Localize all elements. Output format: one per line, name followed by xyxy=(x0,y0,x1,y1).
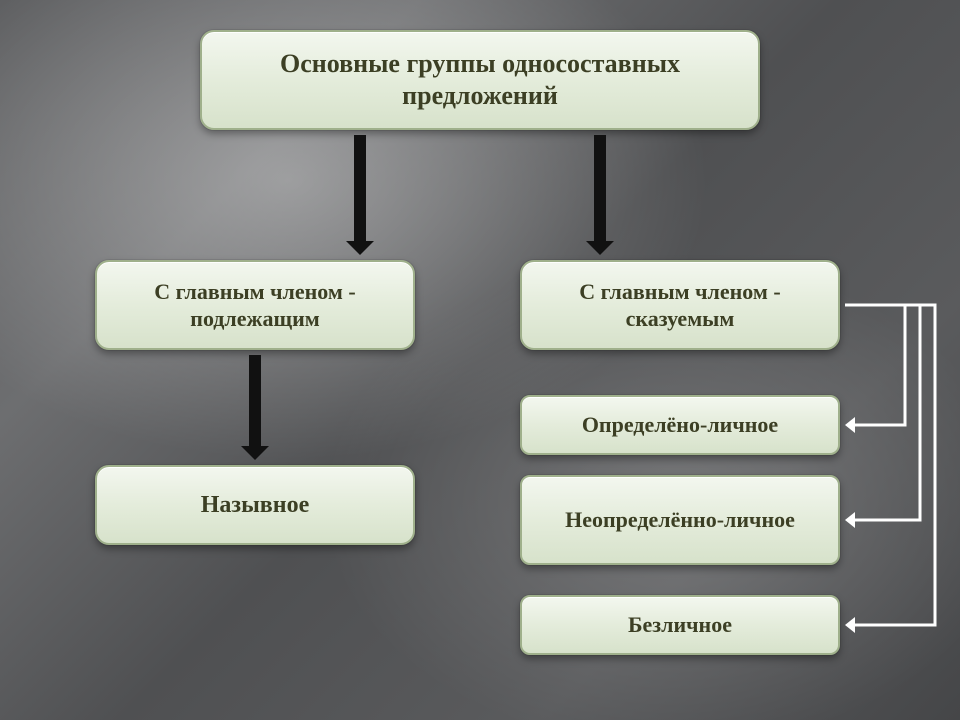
node-nominative: Назывное xyxy=(95,465,415,545)
node-indefinite-personal: Неопределённо-личное xyxy=(520,475,840,565)
node-subject-branch: С главным членом - подлежащим xyxy=(95,260,415,350)
node-root: Основные группы односоставных предложени… xyxy=(200,30,760,130)
node-subject-label: С главным членом - подлежащим xyxy=(109,278,401,333)
node-root-label: Основные группы односоставных предложени… xyxy=(214,48,746,113)
node-indefinite-label: Неопределённо-личное xyxy=(565,506,795,534)
node-impersonal: Безличное xyxy=(520,595,840,655)
node-predicate-branch: С главным членом - сказуемым xyxy=(520,260,840,350)
diagram-stage: Основные группы односоставных предложени… xyxy=(0,0,960,720)
node-predicate-label: С главным членом - сказуемым xyxy=(534,278,826,333)
node-definite-personal: Определёно-личное xyxy=(520,395,840,455)
node-definite-label: Определёно-личное xyxy=(582,411,778,439)
node-nominative-label: Назывное xyxy=(201,490,310,520)
node-impersonal-label: Безличное xyxy=(628,611,732,639)
